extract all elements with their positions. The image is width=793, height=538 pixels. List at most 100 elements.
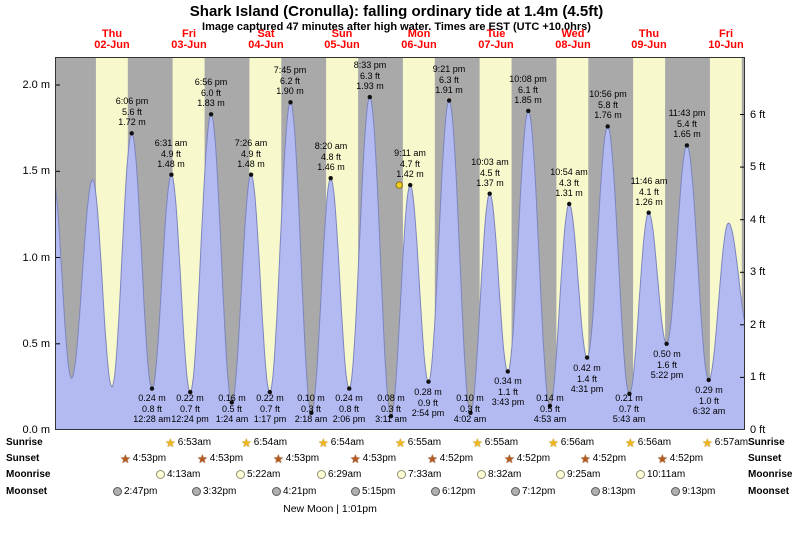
day-label: Fri 10-Jun (696, 29, 756, 51)
annotation-line: 6:31 am (154, 138, 188, 148)
sunrise-row-label-left: Sunrise (6, 437, 43, 448)
tide-chart-svg (55, 57, 745, 430)
annotation-line: 0.7 ft (618, 403, 639, 414)
sunset-star-icon: ★ (427, 451, 438, 466)
moonrise-time: 6:29am (328, 469, 362, 480)
annotation-line: 5.8 ft (597, 99, 618, 110)
moonset-time: 6:12pm (442, 486, 476, 497)
high-tide-annotation: 6:31 am 4.9 ft 1.48 m (143, 138, 199, 170)
low-tide-annotation: 0.42 m 1.4 ft 4:31 pm (559, 363, 615, 395)
tide-marker-dot (468, 410, 473, 415)
annotation-line: 5:22 pm (650, 370, 684, 380)
sunrise-time: 6:57am (714, 437, 749, 448)
tide-marker-dot (188, 389, 193, 395)
annotation-line: 4.5 ft (479, 167, 500, 178)
annotation-line: 3:11 am (375, 414, 407, 424)
low-tide-annotation: 0.24 m 0.8 ft 2:06 pm (321, 393, 377, 425)
moonrise-entry: 7:33am (397, 468, 441, 481)
annotation-line: 4.3 ft (558, 177, 579, 188)
tide-chart-plot: 6:06 pm 5.6 ft 1.72 m 6:31 am 4.9 ft 1.48 m 6:… (55, 57, 745, 430)
tide-area (55, 97, 745, 430)
sunset-entry: ★ 4:53pm (197, 452, 243, 465)
annotation-line: 0.9 ft (417, 397, 438, 408)
sunset-entry: ★ 4:52pm (657, 452, 703, 465)
annotation-line: 9:11 am (394, 148, 426, 158)
sunrise-star-icon: ★ (702, 435, 713, 450)
y-axis-right-tick-label: 5 ft (750, 161, 766, 173)
moonset-disc-icon (113, 487, 122, 496)
low-tide-annotation: 0.22 m 0.7 ft 1:17 pm (242, 393, 298, 425)
annotation-line: 1.42 m (396, 169, 424, 179)
day-label-weekday: Fri (718, 28, 734, 40)
moonrise-row-label-left: Moonrise (6, 469, 51, 480)
high-tide-annotation: 11:46 am 4.1 ft 1.26 m (621, 176, 677, 208)
annotation-line: 4.9 ft (240, 148, 261, 159)
moonrise-disc-icon (556, 470, 565, 479)
annotation-line: 0.5 ft (539, 403, 560, 414)
day-label-weekday: Sat (257, 28, 275, 40)
sunrise-star-icon: ★ (165, 435, 176, 450)
moonrise-time: 5:22am (247, 469, 281, 480)
sunset-time: 4:53pm (132, 453, 167, 464)
low-tide-annotation: 0.24 m 0.8 ft 12:28 am (124, 393, 180, 425)
annotation-line: 0.5 ft (221, 403, 242, 414)
tide-chart-canvas (55, 57, 745, 430)
annotation-line: 1.6 ft (656, 359, 677, 370)
day-label: Mon 06-Jun (389, 29, 449, 51)
high-tide-annotation: 10:56 pm 5.8 ft 1.76 m (580, 89, 636, 121)
annotation-line: 0.08 m (377, 393, 405, 403)
sunset-star-icon: ★ (657, 451, 668, 466)
high-tide-annotation: 9:11 am 4.7 ft 1.42 m (382, 148, 438, 180)
moonrise-entry: 4:13am (156, 468, 200, 481)
day-label-weekday: Mon (407, 28, 431, 40)
day-label-date: 09-Jun (631, 39, 667, 51)
annotation-line: 0.29 m (695, 385, 723, 395)
sunrise-entry: ★ 6:53am (165, 436, 211, 449)
y-axis-right-tick-label: 1 ft (750, 371, 766, 383)
moonrise-time: 10:11am (647, 469, 686, 480)
moonset-row-label-left: Moonset (6, 486, 48, 497)
moonset-entry: 7:12pm (511, 485, 555, 498)
moonset-time: 5:15pm (362, 486, 396, 497)
low-tide-annotation: 0.10 m 0.3 ft 4:02 am (442, 393, 498, 425)
night-band (741, 57, 745, 430)
sunrise-entry: ★ 6:54am (241, 436, 287, 449)
y-axis-right-tick-label: 0 ft (750, 424, 766, 436)
annotation-line: 0.14 m (536, 393, 564, 403)
annotation-line: 1.72 m (118, 117, 146, 127)
tide-marker-dot (388, 414, 394, 419)
annotation-line: 6.3 ft (359, 70, 380, 81)
annotation-line: 11:43 pm (668, 108, 706, 118)
high-tide-annotation: 7:26 am 4.9 ft 1.48 m (223, 138, 279, 170)
sunset-entry: ★ 4:53pm (120, 452, 166, 465)
low-tide-annotation: 0.29 m 1.0 ft 6:32 am (681, 385, 737, 417)
high-tide-annotation: 8:33 pm 6.3 ft 1.93 m (342, 60, 398, 92)
y-axis-right-tick-label: 2 ft (750, 319, 766, 331)
annotation-line: 4:31 pm (570, 384, 604, 394)
annotation-line: 12:28 am (133, 414, 171, 424)
annotation-line: 4.9 ft (160, 148, 181, 159)
tide-marker-dot (367, 94, 372, 100)
moonset-disc-icon (351, 487, 360, 496)
tide-marker-dot (526, 108, 531, 114)
high-tide-annotation: 8:20 am 4.8 ft 1.46 m (303, 141, 359, 173)
tide-marker-dot (547, 403, 553, 409)
annotation-line: 0.7 ft (179, 403, 200, 414)
sunrise-time: 6:54am (330, 437, 365, 448)
moonset-disc-icon (671, 487, 680, 496)
annotation-line: 1.76 m (594, 110, 622, 120)
day-label-date: 05-Jun (324, 39, 360, 51)
annotation-line: 1:17 pm (253, 414, 287, 424)
moonrise-disc-icon (477, 470, 486, 479)
annotation-line: 0.50 m (653, 349, 681, 359)
day-label-date: 06-Jun (401, 39, 437, 51)
sunset-star-icon: ★ (197, 451, 208, 466)
annotation-line: 10:08 pm (509, 74, 547, 84)
day-label-weekday: Wed (561, 28, 585, 40)
day-label-weekday: Tue (486, 28, 506, 40)
y-axis-right-tick-label: 4 ft (750, 214, 766, 226)
tide-marker-dot (169, 172, 174, 177)
day-label-weekday: Thu (638, 28, 660, 40)
moonset-time: 2:47pm (124, 486, 158, 497)
annotation-line: 1.83 m (197, 98, 225, 108)
